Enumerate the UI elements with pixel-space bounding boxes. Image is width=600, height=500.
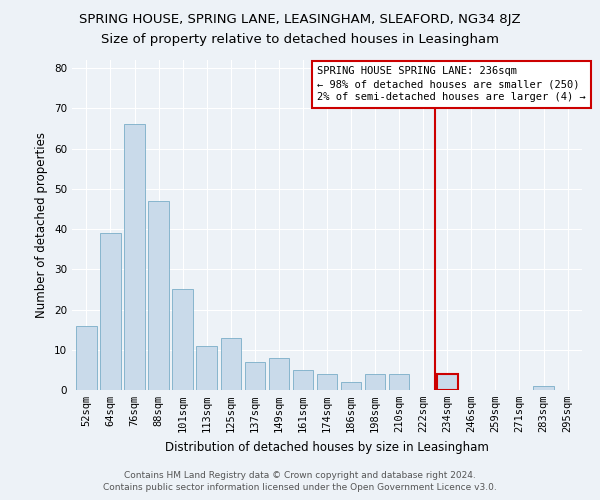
Bar	[196, 346, 217, 390]
Bar	[221, 338, 241, 390]
Bar	[245, 362, 265, 390]
X-axis label: Distribution of detached houses by size in Leasingham: Distribution of detached houses by size …	[165, 440, 489, 454]
Text: SPRING HOUSE, SPRING LANE, LEASINGHAM, SLEAFORD, NG34 8JZ: SPRING HOUSE, SPRING LANE, LEASINGHAM, S…	[79, 12, 521, 26]
Bar	[389, 374, 409, 390]
Bar	[365, 374, 385, 390]
Bar	[341, 382, 361, 390]
Y-axis label: Number of detached properties: Number of detached properties	[35, 132, 49, 318]
Bar	[533, 386, 554, 390]
Text: Size of property relative to detached houses in Leasingham: Size of property relative to detached ho…	[101, 32, 499, 46]
Text: Contains HM Land Registry data © Crown copyright and database right 2024.
Contai: Contains HM Land Registry data © Crown c…	[103, 471, 497, 492]
Bar	[293, 370, 313, 390]
Bar	[100, 233, 121, 390]
Bar	[124, 124, 145, 390]
Bar	[172, 290, 193, 390]
Text: SPRING HOUSE SPRING LANE: 236sqm
← 98% of detached houses are smaller (250)
2% o: SPRING HOUSE SPRING LANE: 236sqm ← 98% o…	[317, 66, 586, 102]
Bar	[148, 201, 169, 390]
Bar	[76, 326, 97, 390]
Bar	[269, 358, 289, 390]
Bar	[437, 374, 458, 390]
Bar	[317, 374, 337, 390]
